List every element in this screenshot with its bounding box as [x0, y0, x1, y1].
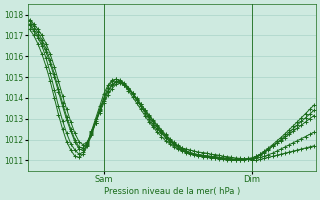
X-axis label: Pression niveau de la mer( hPa ): Pression niveau de la mer( hPa )	[104, 187, 240, 196]
